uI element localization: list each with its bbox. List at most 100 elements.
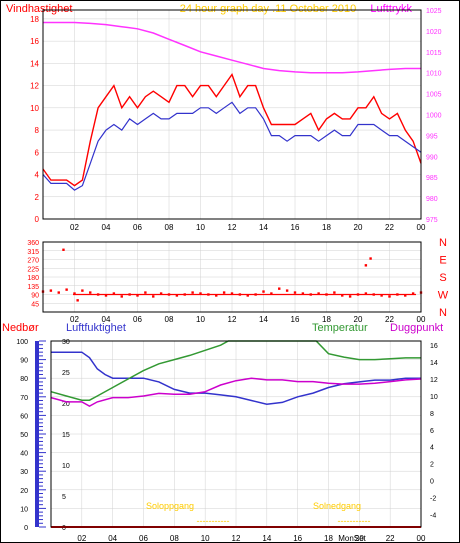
- direction-point: [230, 292, 234, 295]
- moonset-label: MonSet: [338, 534, 366, 543]
- wind-speed-label: Vindhastighet: [6, 3, 72, 15]
- y-tick-label: 70: [20, 395, 28, 402]
- wind-average-line: [42, 101, 422, 191]
- temperature-label: Temperatur: [312, 322, 368, 334]
- temperature-humidity-panel: Nedbør Luftfuktighet Temperatur Duggpunk…: [2, 322, 443, 543]
- y-tick-label: 20: [62, 401, 70, 408]
- y-tick-label: 4: [35, 171, 40, 180]
- pressure-label: Lufttrykk: [370, 3, 412, 15]
- direction-point: [317, 292, 320, 295]
- y-tick-label: 1020: [426, 29, 442, 36]
- direction-point: [104, 294, 108, 297]
- x-tick-label: 06: [139, 534, 148, 543]
- y-tick-label: 270: [27, 258, 39, 265]
- x-tick-label: 04: [108, 534, 117, 543]
- direction-point: [120, 295, 123, 298]
- direction-point: [372, 293, 375, 296]
- x-tick-label: 04: [102, 315, 111, 324]
- y-tick-label: 10: [20, 506, 28, 513]
- x-tick-label: 20: [354, 315, 363, 324]
- temperature-line: [50, 340, 421, 401]
- sun-markers: Soloppgang Solnedgang ----------- ------…: [146, 501, 371, 526]
- x-tick-label: 14: [259, 315, 268, 324]
- x-tick-label: 20: [355, 534, 364, 543]
- direction-point: [325, 293, 328, 296]
- humidity-line: [51, 351, 421, 405]
- direction-point: [341, 294, 344, 297]
- x-tick-label: 16: [291, 315, 300, 324]
- pressure-line: [43, 21, 421, 74]
- direction-point: [301, 292, 305, 295]
- x-tick-label: 12: [228, 315, 237, 324]
- direction-point: [76, 299, 79, 302]
- y-tick-label: 980: [426, 196, 438, 203]
- x-tick-label: 12: [228, 223, 237, 232]
- x-tick-label: 00: [417, 315, 426, 324]
- y-tick-label: 8: [430, 411, 434, 418]
- y-tick-label: 1015: [426, 50, 442, 57]
- humidity-label: Luftfuktighet: [66, 322, 126, 334]
- sunset-label: Solnedgang: [313, 501, 361, 511]
- time-axis: 02 04 06 08 10 12 14 16 18 20 22 00: [77, 534, 426, 543]
- direction-point: [262, 290, 265, 293]
- x-tick-label: 16: [293, 534, 302, 543]
- direction-point: [404, 294, 407, 297]
- compass-label: N: [439, 307, 447, 319]
- y-tick-label: 0: [430, 479, 434, 486]
- x-tick-label: 00: [417, 223, 426, 232]
- direction-point: [293, 291, 297, 294]
- x-tick-label: 12: [232, 534, 241, 543]
- y-tick-label: 20: [20, 488, 28, 495]
- y-tick-label: 18: [30, 15, 39, 24]
- direction-point: [270, 292, 273, 295]
- y-tick-label: 80: [20, 376, 28, 383]
- y-tick-label: 15: [62, 432, 70, 439]
- y-tick-label: 1000: [426, 113, 442, 120]
- y-tick-label: 60: [20, 413, 28, 420]
- precip-label: Nedbør: [2, 322, 39, 334]
- x-tick-label: 02: [77, 534, 86, 543]
- direction-point: [333, 291, 336, 294]
- x-tick-label: 22: [386, 534, 395, 543]
- x-tick-label: 16: [291, 223, 300, 232]
- direction-point: [112, 292, 116, 295]
- y-tick-label: 6: [35, 148, 40, 157]
- direction-point: [73, 292, 76, 295]
- direction-point: [81, 289, 84, 292]
- dewpoint-label: Duggpunkt: [390, 322, 443, 334]
- wind-speed-line: [42, 72, 422, 187]
- time-axis: 02 04 06 08 10 12 14 16 18 20 22 00: [70, 315, 426, 324]
- direction-point: [238, 293, 242, 296]
- compass-label: N: [439, 237, 447, 249]
- y-tick-label: -2: [430, 495, 436, 502]
- direction-point: [254, 293, 257, 296]
- x-tick-label: 14: [259, 223, 268, 232]
- direction-point: [152, 295, 155, 298]
- y-tick-label: 995: [426, 133, 438, 140]
- y-tick-label: 0: [24, 525, 28, 532]
- y-tick-label: 5: [62, 494, 66, 501]
- y-tick-label: 0: [62, 525, 66, 532]
- wind-pressure-panel: Vindhastighet 24 hour graph day .11 Octo…: [6, 3, 442, 232]
- y-tick-label: 975: [426, 217, 438, 224]
- y-tick-label: 985: [426, 175, 438, 182]
- direction-point: [57, 291, 60, 294]
- direction-point: [388, 295, 391, 298]
- precip-axis: 0 10 20 30 40 50 60 70 80 90 100: [16, 339, 46, 532]
- y-tick-label: 10: [30, 104, 39, 113]
- wind-speed-axis: 0 2 4 6 8 10 12 14 16 18: [30, 15, 39, 224]
- y-tick-label: 50: [20, 432, 28, 439]
- y-tick-label: 30: [62, 339, 70, 346]
- sunrise-label: Soloppgang: [146, 501, 194, 511]
- direction-point: [167, 293, 171, 296]
- y-tick-label: 1005: [426, 92, 442, 99]
- y-tick-label: 2: [35, 193, 40, 202]
- series-lines: [42, 21, 422, 191]
- y-tick-label: 225: [27, 266, 39, 273]
- x-tick-label: 10: [196, 223, 205, 232]
- y-tick-label: 16: [430, 343, 438, 350]
- x-tick-label: 08: [165, 315, 174, 324]
